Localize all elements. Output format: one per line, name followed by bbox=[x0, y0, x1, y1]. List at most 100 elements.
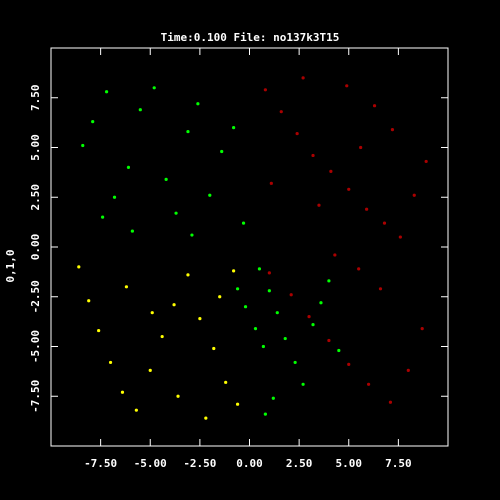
data-point-s2-3 bbox=[108, 360, 113, 365]
data-point-s1-28 bbox=[357, 267, 361, 271]
data-point-s1-12 bbox=[372, 104, 377, 108]
data-point-s2-19 bbox=[218, 295, 222, 299]
data-point-s1-1 bbox=[279, 110, 283, 114]
data-point-s0-22 bbox=[293, 360, 297, 365]
data-point-s0-32 bbox=[253, 326, 258, 331]
data-point-s2-10 bbox=[198, 317, 202, 321]
data-point-s1-18 bbox=[267, 271, 271, 275]
data-point-s0-7 bbox=[164, 177, 168, 181]
x-tick-label-6: 7.50 bbox=[385, 457, 412, 470]
data-point-s0-29 bbox=[263, 412, 267, 416]
data-point-s2-2 bbox=[97, 328, 101, 333]
data-point-s1-3 bbox=[311, 153, 315, 158]
data-point-s1-23 bbox=[367, 382, 371, 386]
data-point-s0-31 bbox=[243, 305, 248, 309]
data-point-s2-5 bbox=[134, 408, 138, 412]
data-point-s0-21 bbox=[283, 336, 287, 341]
data-point-s1-17 bbox=[359, 145, 363, 150]
data-point-s0-5 bbox=[138, 108, 142, 112]
axes-layer: -7.50 -5.00 -2.50 0.00 2.50 5.00 7.50 -7.50 -5.0… bbox=[29, 48, 448, 470]
data-point-s2-18 bbox=[232, 269, 236, 273]
data-point-s2-9 bbox=[186, 273, 190, 277]
data-point-s1-19 bbox=[289, 293, 293, 297]
data-point-s0-11 bbox=[208, 193, 212, 197]
x-tick-label-4: 2.50 bbox=[286, 457, 313, 470]
y-tick-label-4: 2.50 bbox=[29, 184, 42, 211]
data-point-s1-25 bbox=[406, 368, 410, 372]
data-point-s0-12 bbox=[220, 149, 224, 154]
data-point-s0-10 bbox=[196, 102, 200, 106]
data-point-s2-15 bbox=[176, 394, 180, 398]
plot-frame bbox=[50, 47, 449, 447]
data-point-s2-1 bbox=[87, 299, 91, 303]
data-point-s1-29 bbox=[333, 253, 337, 257]
y-tick-label-3: 0.00 bbox=[29, 234, 42, 261]
data-point-s1-10 bbox=[424, 159, 428, 164]
y-tick-label-5: 5.00 bbox=[29, 134, 42, 161]
chart-title: Time:0.100 File: no137k3T15 bbox=[161, 31, 340, 44]
points-layer bbox=[77, 76, 428, 420]
data-point-s0-28 bbox=[271, 396, 275, 400]
data-point-s0-30 bbox=[235, 287, 240, 291]
data-point-s1-8 bbox=[398, 235, 402, 239]
y-tick-label-1: -5.00 bbox=[29, 330, 42, 363]
y-tick-label-6: 7.50 bbox=[29, 85, 42, 112]
data-point-s0-13 bbox=[232, 126, 236, 130]
data-point-s0-25 bbox=[319, 301, 323, 305]
x-tick-label-2: -2.50 bbox=[183, 457, 216, 470]
data-point-s1-7 bbox=[382, 221, 387, 225]
data-point-s0-3 bbox=[112, 195, 117, 199]
data-point-s1-13 bbox=[345, 84, 349, 88]
y-tick-label-2: -2.50 bbox=[29, 280, 42, 313]
x-tick-label-5: 5.00 bbox=[336, 457, 363, 470]
data-point-s1-5 bbox=[347, 187, 351, 191]
data-point-s0-24 bbox=[311, 323, 315, 327]
data-point-s1-24 bbox=[388, 400, 393, 404]
data-point-s1-22 bbox=[347, 362, 351, 367]
data-point-s1-14 bbox=[301, 76, 305, 80]
data-point-s1-9 bbox=[412, 193, 416, 197]
y-tick-label-0: -7.50 bbox=[29, 380, 42, 413]
data-point-s2-4 bbox=[120, 390, 125, 394]
y-axis-label: 0,1,0 bbox=[4, 249, 17, 282]
data-point-s0-26 bbox=[327, 279, 331, 283]
data-point-s2-16 bbox=[150, 311, 154, 315]
data-point-s0-1 bbox=[91, 120, 95, 124]
data-point-s0-20 bbox=[275, 311, 279, 315]
data-point-s0-9 bbox=[186, 129, 190, 134]
x-tick-label-0: -7.50 bbox=[84, 457, 117, 470]
data-point-s1-26 bbox=[420, 326, 424, 331]
data-point-s0-2 bbox=[104, 90, 109, 94]
data-point-s0-23 bbox=[301, 382, 305, 386]
data-point-s2-11 bbox=[212, 346, 216, 351]
data-point-s0-17 bbox=[190, 233, 194, 237]
data-point-s1-4 bbox=[329, 169, 333, 173]
data-point-s0-6 bbox=[152, 86, 156, 90]
data-point-s1-0 bbox=[263, 88, 267, 92]
data-point-s2-13 bbox=[235, 402, 240, 406]
data-point-s0-0 bbox=[81, 143, 85, 148]
data-point-s1-21 bbox=[327, 338, 331, 343]
data-point-s2-12 bbox=[224, 380, 228, 384]
data-point-s2-6 bbox=[148, 368, 152, 372]
x-tick-label-1: -5.00 bbox=[134, 457, 167, 470]
data-point-s1-6 bbox=[365, 207, 369, 211]
data-point-s1-20 bbox=[307, 315, 311, 319]
data-point-s1-2 bbox=[295, 131, 299, 136]
data-point-s1-11 bbox=[390, 127, 395, 132]
data-point-s0-18 bbox=[257, 267, 262, 271]
data-point-s0-33 bbox=[261, 344, 265, 349]
data-point-s1-27 bbox=[378, 287, 383, 291]
data-point-s0-27 bbox=[337, 348, 341, 353]
data-point-s2-17 bbox=[124, 285, 129, 289]
data-point-s0-4 bbox=[126, 165, 131, 169]
data-point-s0-16 bbox=[101, 215, 105, 219]
data-point-s2-8 bbox=[172, 303, 176, 307]
data-point-s0-15 bbox=[130, 229, 134, 233]
data-point-s0-19 bbox=[267, 289, 271, 293]
x-tick-label-3: 0.00 bbox=[236, 457, 263, 470]
data-point-s0-8 bbox=[174, 211, 178, 215]
data-point-s2-7 bbox=[160, 334, 164, 339]
